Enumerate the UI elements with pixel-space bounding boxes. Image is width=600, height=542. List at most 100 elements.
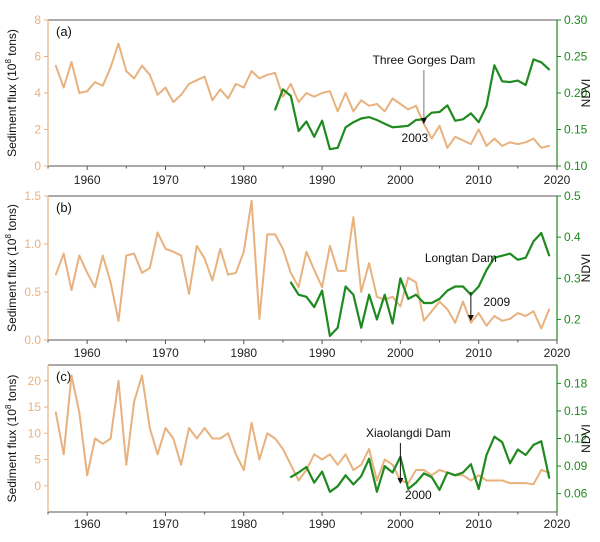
sediment-point — [313, 453, 316, 456]
sediment-point — [211, 437, 214, 440]
sediment-point — [70, 374, 73, 377]
y-left-tick-label: 6 — [34, 50, 41, 64]
sediment-point — [516, 482, 519, 485]
sediment-point — [493, 137, 496, 140]
chart-panel-2: 1960 1970 1980 1990 2000 2010 2020 0.0 0.5 1.0 1.5… — [4, 189, 593, 360]
sediment-point — [101, 84, 104, 87]
sediment-point — [133, 77, 136, 80]
sediment-point — [78, 411, 81, 414]
ndvi-point — [532, 58, 535, 61]
ndvi-point — [360, 326, 363, 329]
sediment-point — [454, 135, 457, 138]
ndvi-point — [368, 457, 370, 460]
y-right-tick-label: 0.10 — [564, 159, 588, 173]
sediment-point — [235, 453, 237, 456]
ndvi-point — [375, 119, 378, 121]
ndvi-point — [352, 293, 355, 296]
y-right-tick-label: 0.4 — [564, 230, 581, 244]
sediment-point — [548, 308, 551, 311]
ndvi-point — [477, 285, 480, 288]
sediment-point — [242, 250, 245, 253]
ndvi-point — [548, 477, 551, 479]
sediment-point — [321, 286, 323, 289]
ndvi-line — [289, 231, 551, 337]
ndvi-point — [509, 462, 511, 465]
ndvi-point — [352, 483, 355, 486]
sediment-point — [469, 321, 472, 324]
ndvi-point — [368, 116, 370, 118]
sediment-point — [375, 103, 378, 105]
y-left-tick-label: 0 — [34, 159, 41, 173]
y-left-tick-label: 5 — [34, 453, 41, 467]
panel-label: (a) — [56, 24, 72, 39]
sediment-point — [422, 123, 425, 125]
dam-annotation-label: Three Gorges Dam — [373, 53, 476, 67]
sediment-point — [156, 93, 159, 96]
dam-year-label: 2009 — [484, 295, 511, 309]
ndvi-point — [289, 95, 292, 97]
sediment-flux-line — [54, 199, 551, 330]
sediment-point — [54, 411, 57, 414]
sediment-point — [360, 463, 363, 466]
sediment-point — [219, 437, 222, 440]
sediment-point — [399, 103, 402, 105]
ndvi-point — [375, 318, 378, 321]
ndvi-point — [297, 471, 300, 474]
sediment-point — [148, 73, 151, 76]
sediment-point — [156, 231, 159, 234]
sediment-point — [94, 286, 96, 289]
sediment-point — [540, 146, 543, 149]
sediment-point — [422, 469, 425, 471]
ndvi-point — [501, 80, 504, 83]
ndvi-point — [509, 81, 511, 83]
sediment-point — [329, 245, 331, 247]
ndvi-point — [329, 490, 331, 493]
sediment-point — [477, 474, 480, 477]
sediment-point — [203, 75, 206, 78]
sediment-point — [438, 300, 441, 303]
sediment-point — [172, 437, 175, 440]
ndvi-point — [399, 277, 402, 280]
x-tick-label: 1960 — [74, 346, 101, 360]
sediment-point — [242, 86, 245, 89]
ndvi-point — [532, 240, 535, 243]
sediment-point — [446, 308, 449, 311]
y-right-tick-label: 0.30 — [564, 13, 588, 27]
sediment-point — [133, 252, 136, 255]
sediment-point — [336, 110, 339, 113]
y-right-tick-label: 0.2 — [564, 312, 581, 326]
ndvi-point — [446, 289, 449, 292]
sediment-point — [250, 70, 253, 72]
sediment-point — [438, 469, 441, 471]
y-right-tick-label: 0.18 — [564, 376, 588, 390]
y-axis-label-right: NDVI — [579, 424, 593, 453]
y-axis-label-left: Sediment flux (108 tons) — [4, 204, 19, 332]
ndvi-point — [321, 119, 323, 122]
sediment-point — [195, 245, 198, 247]
sediment-point — [141, 64, 143, 67]
ndvi-point — [540, 440, 543, 443]
ndvi-point — [383, 465, 386, 467]
ndvi-point — [383, 122, 386, 125]
ndvi-point — [313, 306, 316, 308]
sediment-point — [321, 92, 323, 94]
ndvi-point — [469, 463, 472, 466]
ndvi-point — [462, 471, 464, 474]
y-left-tick-label: 0 — [34, 479, 41, 493]
sediment-point — [148, 267, 151, 269]
sediment-point — [54, 273, 57, 276]
sediment-point — [70, 289, 73, 291]
sediment-point — [344, 269, 347, 272]
ndvi-point — [493, 256, 496, 259]
sediment-point — [462, 300, 464, 303]
dam-year-label: 2003 — [402, 131, 429, 145]
ndvi-point — [329, 334, 331, 337]
x-tick-label: 1990 — [309, 517, 336, 531]
sediment-point — [297, 479, 300, 482]
x-tick-label: 1980 — [230, 173, 257, 187]
sediment-point — [501, 319, 504, 322]
sediment-point — [329, 453, 331, 456]
x-tick-label: 2000 — [387, 173, 414, 187]
x-tick-label: 1980 — [230, 346, 257, 360]
ndvi-point — [524, 256, 527, 259]
